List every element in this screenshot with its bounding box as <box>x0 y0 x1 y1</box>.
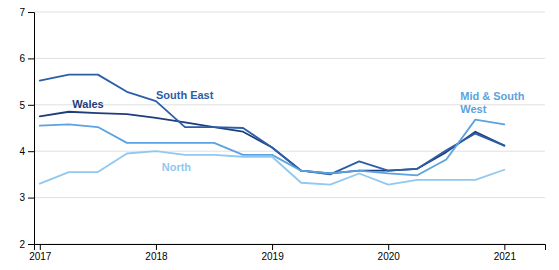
tick: 4 <box>19 146 34 157</box>
axis-line <box>35 245 546 251</box>
chart: 2017 2018 2019 2020 2021 2 3 4 5 6 7 Wales South Eas… <box>0 0 559 270</box>
x-axis: 2017 2018 2019 2020 2021 <box>29 244 545 262</box>
tick: 2020 <box>378 244 401 262</box>
grid-line <box>34 58 545 59</box>
tick: 5 <box>19 100 34 111</box>
annotations: Wales South East Mid & SouthWest North <box>72 89 524 173</box>
annotation-line: Mid & South <box>460 90 524 102</box>
tick-label: 2020 <box>378 251 401 262</box>
annotation-line: West <box>460 103 486 115</box>
series-line <box>40 151 505 184</box>
tick-label: 2019 <box>261 251 284 262</box>
tick-label: 7 <box>19 7 25 18</box>
plot: 2017 2018 2019 2020 2021 2 3 4 5 6 7 Wales South Eas… <box>19 7 545 262</box>
tick-label: 6 <box>19 53 25 64</box>
annotation: North <box>162 161 192 173</box>
tick-mark <box>388 244 389 250</box>
tick-label: 4 <box>19 146 25 157</box>
tick-label: 5 <box>19 100 25 111</box>
annotation-line: North <box>162 161 192 173</box>
grid-line <box>34 12 545 13</box>
tick: 2018 <box>145 244 168 262</box>
grid-line <box>34 197 545 198</box>
tick-mark <box>504 244 505 250</box>
annotation: South East <box>156 89 214 101</box>
tick: 2017 <box>29 244 52 262</box>
tick-mark <box>28 244 34 245</box>
tick-label: 2 <box>19 239 25 250</box>
tick-mark <box>40 244 41 250</box>
lines <box>40 75 505 185</box>
tick-mark <box>156 244 157 250</box>
annotation-line: South East <box>156 89 214 101</box>
tick: 2019 <box>261 244 284 262</box>
annotation-line: Wales <box>72 98 103 110</box>
grid <box>34 12 545 244</box>
tick-label: 3 <box>19 192 25 203</box>
tick-mark <box>28 12 34 13</box>
series-line <box>40 120 505 176</box>
tick: 2021 <box>494 244 517 262</box>
tick-label: 2021 <box>494 251 517 262</box>
annotation: Mid & SouthWest <box>460 90 524 115</box>
series-line <box>40 75 505 175</box>
axis-line <box>28 13 35 245</box>
tick: 7 <box>19 7 34 18</box>
tick-mark <box>28 105 34 106</box>
annotation: Wales <box>72 98 103 110</box>
tick-label: 2018 <box>145 251 168 262</box>
tick: 2 <box>19 239 34 250</box>
grid-line <box>34 151 545 152</box>
y-axis: 2 3 4 5 6 7 <box>19 7 34 250</box>
tick: 3 <box>19 192 34 203</box>
tick-mark <box>28 198 34 199</box>
tick-label: 2017 <box>29 251 52 262</box>
tick: 6 <box>19 53 34 64</box>
tick-mark <box>28 151 34 152</box>
tick-mark <box>272 244 273 250</box>
tick-mark <box>28 58 34 59</box>
